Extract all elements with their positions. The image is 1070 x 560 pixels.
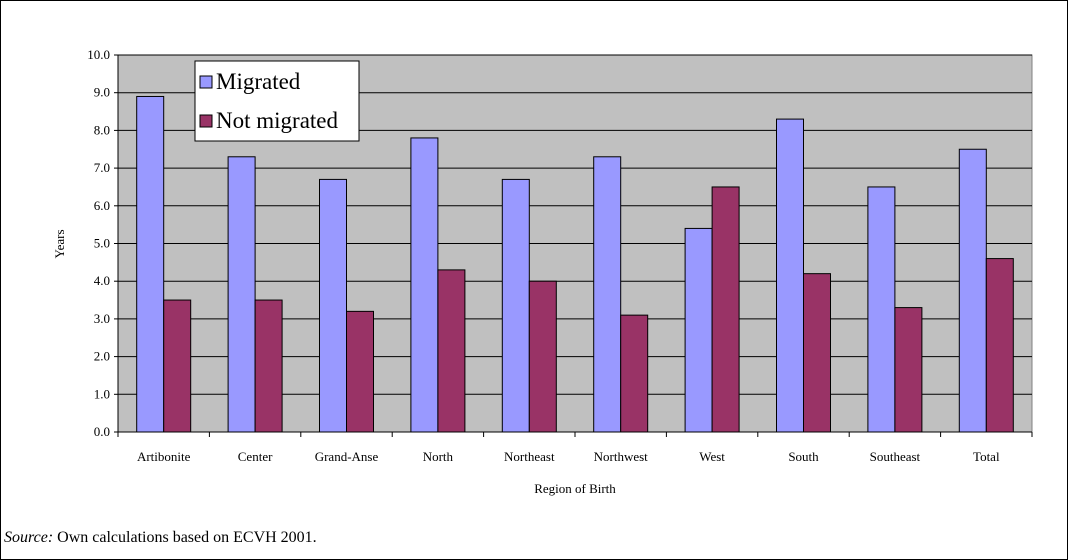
bar-migrated-southeast bbox=[867, 186, 896, 433]
bar-not-migrated-west bbox=[711, 186, 740, 433]
x-tick-label: Northeast bbox=[504, 449, 555, 464]
bar-not-migrated-northwest bbox=[620, 314, 649, 433]
x-tick-label: North bbox=[423, 449, 454, 464]
y-tick-label: 2.0 bbox=[94, 349, 110, 364]
x-tick-label: West bbox=[699, 449, 725, 464]
legend-box bbox=[194, 60, 360, 142]
bar-migrated-north bbox=[410, 137, 439, 433]
bar-not-migrated-artibonite bbox=[163, 299, 192, 433]
x-tick-label: Center bbox=[238, 449, 273, 464]
bar-migrated-center bbox=[227, 156, 256, 433]
legend-label-migrated: Migrated bbox=[216, 69, 301, 94]
x-tick-label: South bbox=[788, 449, 819, 464]
bar-migrated-northeast bbox=[501, 178, 530, 433]
bar-not-migrated-total bbox=[985, 258, 1014, 433]
y-tick-label: 6.0 bbox=[94, 198, 110, 213]
legend: Migrated Not migrated bbox=[194, 60, 360, 142]
legend-swatch-migrated bbox=[199, 75, 213, 89]
y-tick-label: 3.0 bbox=[94, 311, 110, 326]
bar-migrated-west bbox=[684, 227, 713, 433]
source-label: Source: bbox=[4, 529, 54, 546]
bar-migrated-grand-anse bbox=[319, 178, 347, 433]
bar-migrated-south bbox=[776, 118, 804, 433]
x-tick-label: Grand-Anse bbox=[315, 449, 379, 464]
bar-migrated-artibonite bbox=[136, 95, 165, 433]
bar-chart: 0.0 1.0 2.0 3.0 4.0 5.0 6.0 7.0 8.0 9.0 10.0 Artib… bbox=[52, 47, 1033, 496]
bars bbox=[136, 95, 1014, 433]
bar-not-migrated-center bbox=[254, 299, 283, 433]
y-axis: 0.0 1.0 2.0 3.0 4.0 5.0 6.0 7.0 8.0 9.0 10.0 bbox=[87, 47, 119, 439]
bar-not-migrated-grand-anse bbox=[346, 310, 374, 433]
legend-label-not-migrated: Not migrated bbox=[216, 108, 338, 133]
y-tick-label: 1.0 bbox=[94, 386, 110, 401]
y-tick-label: 9.0 bbox=[94, 85, 110, 100]
bar-not-migrated-southeast bbox=[894, 307, 923, 433]
bar-not-migrated-northeast bbox=[528, 280, 557, 433]
x-axis: Artibonite Center Grand-Anse North Northeast… bbox=[117, 431, 1033, 464]
x-tick-label: Northwest bbox=[594, 449, 649, 464]
legend-swatch-not-migrated bbox=[199, 114, 213, 128]
bar-not-migrated-north bbox=[437, 269, 466, 433]
y-tick-label: 8.0 bbox=[94, 122, 110, 137]
x-tick-label: Artibonite bbox=[137, 449, 191, 464]
bar-migrated-total bbox=[958, 148, 987, 433]
x-axis-label: Region of Birth bbox=[534, 481, 616, 496]
y-tick-label: 0.0 bbox=[94, 424, 110, 439]
x-tick-label: Total bbox=[973, 449, 1000, 464]
y-axis-label: Years bbox=[52, 229, 67, 258]
bar-migrated-northwest bbox=[593, 156, 622, 433]
y-tick-label: 4.0 bbox=[94, 273, 110, 288]
y-tick-label: 10.0 bbox=[87, 47, 110, 62]
bar-not-migrated-south bbox=[803, 273, 831, 433]
source-text: Own calculations based on ECVH 2001. bbox=[53, 529, 317, 546]
y-tick-label: 7.0 bbox=[94, 160, 110, 175]
source-caption: Source: Own calculations based on ECVH 2… bbox=[4, 529, 317, 547]
y-tick-label: 5.0 bbox=[94, 236, 110, 251]
x-tick-label: Southeast bbox=[870, 449, 921, 464]
